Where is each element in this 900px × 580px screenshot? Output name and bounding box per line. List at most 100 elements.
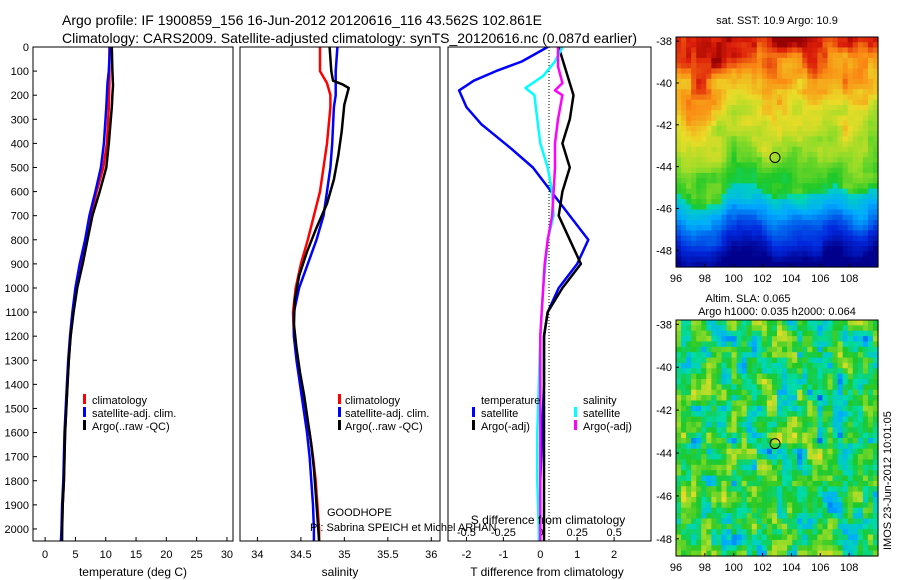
map-cell	[867, 193, 874, 200]
map-cell	[802, 491, 808, 498]
map-cell	[771, 99, 778, 106]
map-cell	[736, 235, 743, 242]
map-cell	[736, 470, 743, 477]
map-cell	[706, 405, 712, 412]
map-cell	[681, 352, 687, 359]
map-cell	[862, 379, 869, 385]
map-cell	[872, 73, 879, 80]
map-cell	[761, 178, 768, 184]
map-cell	[681, 99, 687, 106]
map-cell	[771, 497, 778, 503]
map-cell	[807, 120, 813, 127]
map-cell	[872, 330, 879, 337]
map-cell	[867, 416, 874, 423]
map-cell	[716, 99, 723, 106]
map-cell	[852, 261, 859, 268]
map-cell	[872, 214, 879, 221]
map-cell	[802, 99, 808, 106]
map-cell	[847, 37, 854, 43]
map-cell	[822, 448, 829, 455]
map-cell	[736, 438, 743, 444]
map-cell	[787, 204, 793, 211]
map-cell	[802, 42, 808, 49]
map-cell	[842, 502, 849, 509]
map-cell	[852, 475, 859, 482]
map-cell	[751, 470, 758, 477]
map-cell	[872, 389, 879, 396]
map-cell	[777, 110, 783, 117]
map-cell	[676, 421, 682, 428]
map-cell	[782, 193, 788, 200]
map-cell	[802, 384, 808, 391]
map-cell	[736, 379, 743, 385]
map-cell	[716, 341, 723, 348]
map-cell	[842, 246, 849, 252]
map-cell	[751, 443, 758, 450]
map-cell	[711, 120, 717, 127]
map-cell	[726, 115, 733, 122]
map-cell	[721, 225, 728, 232]
map-cell	[867, 459, 874, 466]
map-cell	[872, 486, 879, 493]
map-cell	[787, 99, 793, 106]
map-cell	[847, 131, 854, 137]
map-cell	[686, 120, 692, 127]
map-cell	[676, 336, 682, 343]
map-cell	[867, 183, 874, 190]
map-cell	[782, 162, 788, 169]
map-cell	[711, 183, 717, 190]
map-cell	[721, 539, 728, 546]
map-cell	[691, 73, 697, 80]
map-cell	[817, 384, 824, 391]
map-cell	[777, 464, 783, 471]
map-cell	[721, 491, 728, 498]
map-cell	[741, 94, 748, 101]
map-cell	[696, 94, 702, 101]
map-cell	[761, 362, 768, 369]
map-cell	[701, 204, 707, 211]
map-cell	[777, 188, 783, 195]
map-cell	[736, 432, 743, 439]
map-x-tick-label: 104	[782, 273, 800, 285]
map-cell	[691, 78, 697, 85]
map-cell	[827, 256, 834, 263]
map-cell	[852, 37, 859, 43]
map-cell	[681, 411, 687, 418]
map-x-tick-label: 102	[753, 562, 771, 574]
map-cell	[711, 73, 717, 80]
map-cell	[701, 89, 707, 96]
map-cell	[761, 529, 768, 536]
map-cell	[751, 57, 758, 64]
map-cell	[872, 37, 879, 43]
map-cell	[731, 167, 738, 174]
map-cell	[686, 193, 692, 200]
map-cell	[792, 115, 798, 122]
map-cell	[746, 491, 753, 498]
map-cell	[681, 523, 687, 530]
map-cell	[862, 470, 869, 477]
map-cell	[751, 464, 758, 471]
map-cell	[812, 325, 818, 332]
map-cell	[731, 47, 738, 54]
map-cell	[827, 47, 834, 54]
map-cell	[681, 325, 687, 332]
map-cell	[681, 454, 687, 461]
map-cell	[751, 459, 758, 466]
map-cell	[807, 84, 813, 90]
map-cell	[777, 84, 783, 90]
map-cell	[787, 497, 793, 503]
map-cell	[867, 464, 874, 471]
map-cell	[812, 131, 818, 137]
map-cell	[761, 125, 768, 132]
map-cell	[696, 507, 702, 514]
map-cell	[792, 157, 798, 164]
map-cell	[711, 443, 717, 450]
map-cell	[782, 204, 788, 211]
map-cell	[837, 529, 844, 536]
map-cell	[691, 68, 697, 75]
map-cell	[822, 120, 829, 127]
map-cell	[797, 141, 803, 148]
map-cell	[736, 341, 743, 348]
map-cell	[797, 534, 803, 541]
map-cell	[756, 230, 763, 237]
